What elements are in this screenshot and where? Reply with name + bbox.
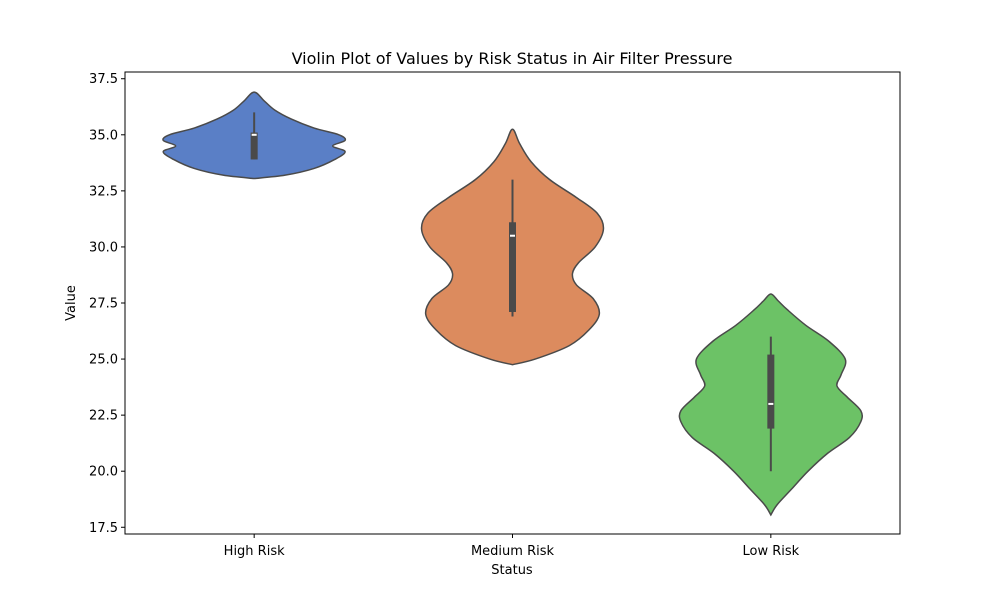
y-tick-label: 27.5 bbox=[89, 297, 118, 312]
y-tick-label: 17.5 bbox=[89, 521, 118, 536]
y-tick-label: 20.0 bbox=[89, 465, 118, 480]
x-axis-label: Status bbox=[491, 563, 533, 578]
y-tick-label: 25.0 bbox=[89, 353, 118, 368]
y-tick-label: 30.0 bbox=[89, 240, 118, 255]
violin-box bbox=[509, 222, 516, 312]
x-axis-ticks: High Risk Medium Risk Low Risk bbox=[224, 534, 800, 559]
plot-frame bbox=[124, 71, 901, 535]
y-axis-ticks: 17.5 20.0 22.5 25.0 27.5 30.0 32.5 35.0 37.5 bbox=[89, 72, 125, 536]
y-tick-label: 35.0 bbox=[89, 128, 118, 143]
x-tick-label: Medium Risk bbox=[471, 544, 555, 559]
violin-box bbox=[250, 132, 258, 160]
y-axis-label: Value bbox=[64, 285, 79, 321]
chart-title: Violin Plot of Values by Risk Status in … bbox=[292, 49, 733, 68]
y-tick-label: 22.5 bbox=[89, 409, 118, 424]
x-tick-label: Low Risk bbox=[742, 544, 799, 559]
y-tick-label: 32.5 bbox=[89, 184, 118, 199]
violin-box bbox=[767, 354, 775, 429]
y-tick-label: 37.5 bbox=[89, 72, 118, 87]
violins-layer bbox=[162, 91, 864, 517]
x-tick-label: High Risk bbox=[224, 544, 285, 559]
